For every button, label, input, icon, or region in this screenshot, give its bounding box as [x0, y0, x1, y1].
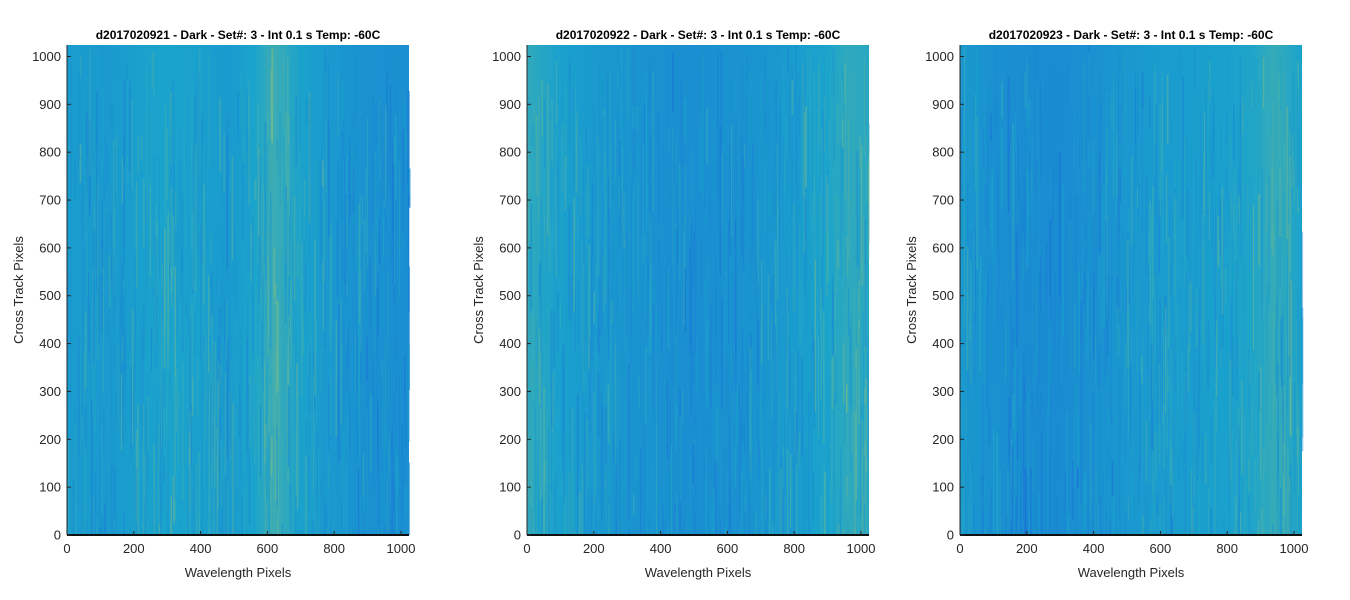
y-tick-label: 200: [932, 432, 954, 447]
chart-title: d2017020921 - Dark - Set#: 3 - Int 0.1 s…: [96, 28, 381, 42]
x-tick-label: 800: [1216, 541, 1238, 556]
heatmap-panel-1: 0 200 400 600 800 1000 0 100 200 300 400 500 600 700 8…: [11, 28, 415, 580]
x-tick-label: 200: [1016, 541, 1038, 556]
y-tick-label: 600: [932, 240, 954, 255]
y-tick-label: 700: [499, 193, 521, 208]
y-tick-label: 200: [499, 432, 521, 447]
y-axis-label: Cross Track Pixels: [11, 236, 26, 344]
y-tick-label: 1000: [925, 49, 954, 64]
y-tick-label: 400: [932, 336, 954, 351]
y-tick-label: 500: [39, 288, 61, 303]
y-tick-label: 700: [39, 193, 61, 208]
x-tick-label: 400: [650, 541, 672, 556]
y-tick-label: 400: [499, 336, 521, 351]
x-tick-label: 400: [1083, 541, 1105, 556]
x-tick-label: 1000: [847, 541, 876, 556]
y-tick-label: 600: [499, 240, 521, 255]
y-tick-label: 100: [499, 480, 521, 495]
x-tick-label: 0: [63, 541, 70, 556]
x-tick-label: 0: [523, 541, 530, 556]
y-tick-label: 0: [514, 528, 521, 543]
y-tick-label: 200: [39, 432, 61, 447]
y-tick-label: 300: [499, 384, 521, 399]
y-tick-label: 0: [54, 528, 61, 543]
x-tick-label: 400: [190, 541, 212, 556]
x-tick-label: 200: [583, 541, 605, 556]
chart-title: d2017020923 - Dark - Set#: 3 - Int 0.1 s…: [989, 28, 1274, 42]
x-tick-label: 600: [1150, 541, 1172, 556]
y-tick-label: 100: [932, 480, 954, 495]
y-tick-label: 1000: [32, 49, 61, 64]
x-axis-label: Wavelength Pixels: [645, 565, 752, 580]
y-tick-label: 1000: [492, 49, 521, 64]
heatmap-texture: [960, 45, 1304, 535]
y-tick-label: 800: [499, 145, 521, 160]
y-tick-label: 900: [39, 97, 61, 112]
x-tick-label: 1000: [1280, 541, 1309, 556]
x-tick-label: 800: [783, 541, 805, 556]
y-tick-label: 400: [39, 336, 61, 351]
y-tick-label: 300: [932, 384, 954, 399]
y-tick-label: 900: [932, 97, 954, 112]
x-tick-label: 600: [717, 541, 739, 556]
y-tick-label: 300: [39, 384, 61, 399]
y-tick-label: 800: [39, 145, 61, 160]
y-tick-label: 900: [499, 97, 521, 112]
y-tick-label: 500: [499, 288, 521, 303]
y-tick-label: 100: [39, 480, 61, 495]
x-tick-label: 600: [257, 541, 279, 556]
heatmap-panel-3: 0 200 400 600 800 1000 0 100 200 300 400 500 600 700 8…: [904, 28, 1308, 580]
y-axis-label: Cross Track Pixels: [471, 236, 486, 344]
y-axis-label: Cross Track Pixels: [904, 236, 919, 344]
x-tick-label: 200: [123, 541, 145, 556]
x-axis-label: Wavelength Pixels: [185, 565, 292, 580]
heatmap-texture: [67, 46, 411, 535]
x-tick-label: 0: [956, 541, 963, 556]
y-tick-label: 800: [932, 145, 954, 160]
y-tick-label: 700: [932, 193, 954, 208]
x-tick-label: 1000: [387, 541, 416, 556]
heatmap-panel-2: 0 200 400 600 800 1000 0 100 200 300 400 500 600 700 8…: [471, 28, 875, 580]
x-axis-label: Wavelength Pixels: [1078, 565, 1185, 580]
y-tick-label: 600: [39, 240, 61, 255]
y-tick-label: 0: [947, 528, 954, 543]
y-tick-label: 500: [932, 288, 954, 303]
heatmap-texture: [528, 45, 870, 535]
chart-title: d2017020922 - Dark - Set#: 3 - Int 0.1 s…: [556, 28, 841, 42]
x-tick-label: 800: [323, 541, 345, 556]
